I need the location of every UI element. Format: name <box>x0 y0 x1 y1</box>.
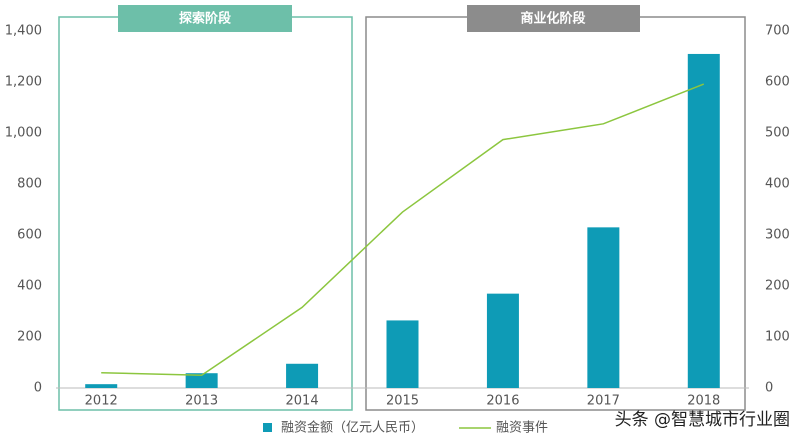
y2-tick-label: 200 <box>765 279 790 294</box>
x-tick-label: 2018 <box>687 394 720 409</box>
phase-label: 商业化阶段 <box>520 11 585 27</box>
y-tick-label: 200 <box>17 330 42 345</box>
y2-tick-label: 500 <box>765 126 790 141</box>
y-tick-label: 1,400 <box>5 24 42 39</box>
bar <box>286 363 319 388</box>
legend-label: 融资金额（亿元人民币） <box>281 420 424 436</box>
bar <box>386 320 419 388</box>
bar <box>687 53 720 388</box>
bar <box>486 293 519 388</box>
x-tick-label: 2016 <box>486 394 519 409</box>
y2-tick-label: 400 <box>765 177 790 192</box>
y2-tick-label: 700 <box>765 24 790 39</box>
phase-header <box>118 5 292 32</box>
y2-tick-label: 300 <box>765 228 790 243</box>
y-tick-label: 800 <box>17 177 42 192</box>
y2-tick-label: 0 <box>765 381 773 396</box>
y-tick-label: 600 <box>17 228 42 243</box>
x-tick-label: 2013 <box>185 394 218 409</box>
line <box>101 83 705 377</box>
bar <box>587 227 620 388</box>
phase-header <box>467 5 640 32</box>
y-tick-label: 0 <box>34 381 42 396</box>
x-tick-label: 2015 <box>386 394 419 409</box>
bar <box>185 373 218 388</box>
phase-box <box>58 16 353 411</box>
watermark: 头条 @智慧城市行业圈 <box>615 410 790 430</box>
x-tick-label: 2014 <box>286 394 319 409</box>
y-tick-label: 1,200 <box>5 75 42 90</box>
y-tick-label: 400 <box>17 279 42 294</box>
x-tick-label: 2012 <box>85 394 118 409</box>
phase-label: 探索阶段 <box>179 11 231 27</box>
legend-label: 融资事件 <box>496 421 548 436</box>
bar <box>85 384 118 388</box>
legend-swatch <box>263 423 272 432</box>
y2-tick-label: 600 <box>765 75 790 90</box>
y2-tick-label: 100 <box>765 330 790 345</box>
x-tick-label: 2017 <box>587 394 620 409</box>
y-tick-label: 1,000 <box>5 126 42 141</box>
